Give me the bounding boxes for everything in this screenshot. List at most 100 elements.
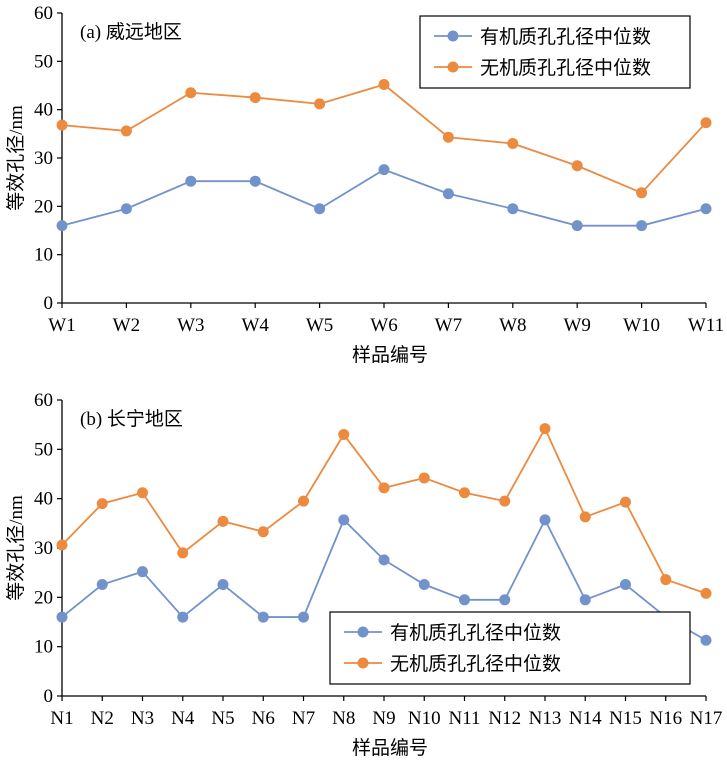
- data-point-2: [539, 423, 551, 435]
- y-tick-label: 30: [34, 538, 53, 559]
- series-line-2: [61, 426, 707, 595]
- legend-swatch-marker: [357, 626, 369, 638]
- data-point-1: [539, 514, 551, 526]
- x-tick-label: N14: [569, 708, 602, 729]
- x-tick-label: N9: [372, 708, 395, 729]
- data-point-2: [571, 160, 583, 172]
- data-point-2: [636, 187, 648, 199]
- data-point-2: [298, 495, 309, 507]
- data-point-1: [56, 220, 68, 232]
- data-point-2: [499, 495, 511, 507]
- x-tick-label: W8: [499, 315, 526, 336]
- panel-title: (b) 长宁地区: [80, 408, 183, 430]
- data-point-1: [185, 175, 197, 187]
- x-tick-label: N13: [529, 708, 562, 729]
- data-point-2: [442, 131, 454, 143]
- y-tick-label: 20: [34, 587, 53, 608]
- y-tick-label: 0: [44, 293, 54, 314]
- x-tick-label: W5: [306, 315, 333, 336]
- y-tick-label: 60: [34, 3, 53, 24]
- x-tick-label: W1: [48, 315, 75, 336]
- data-point-1: [636, 220, 648, 232]
- data-point-2: [338, 429, 350, 441]
- legend-box: [329, 611, 691, 685]
- x-tick-label: N2: [91, 708, 114, 729]
- x-tick-label: N7: [292, 708, 315, 729]
- data-point-2: [56, 539, 68, 551]
- data-point-2: [257, 526, 269, 538]
- panel-title: (a) 威远地区: [80, 21, 182, 43]
- x-tick-label: N11: [448, 708, 480, 729]
- data-point-1: [137, 566, 148, 578]
- data-point-1: [507, 203, 519, 215]
- data-point-1: [579, 594, 591, 606]
- data-point-2: [314, 98, 326, 110]
- data-point-2: [620, 496, 631, 508]
- y-tick-label: 20: [34, 196, 53, 217]
- data-point-1: [177, 611, 189, 623]
- y-tick-label: 0: [44, 686, 54, 707]
- y-axis-title: 等效孔径/nm: [5, 495, 27, 601]
- x-tick-label: W2: [113, 315, 140, 336]
- data-point-2: [378, 482, 390, 494]
- y-tick-label: 30: [34, 148, 53, 169]
- data-point-2: [579, 511, 591, 523]
- data-point-2: [418, 472, 430, 484]
- data-point-2: [700, 117, 712, 129]
- series-line-2: [61, 83, 707, 194]
- data-point-2: [700, 587, 712, 599]
- x-tick-label: N10: [408, 708, 441, 729]
- x-axis-title: 样品编号: [352, 737, 428, 759]
- y-tick-label: 50: [34, 51, 53, 72]
- data-point-1: [96, 579, 108, 591]
- series-line-1: [61, 168, 707, 227]
- x-axis-title: 样品编号: [352, 344, 428, 366]
- x-tick-label: N8: [332, 708, 355, 729]
- x-tick-label: N1: [50, 708, 73, 729]
- legend-swatch-marker: [357, 657, 369, 669]
- data-point-2: [56, 119, 68, 131]
- x-tick-label: N17: [690, 708, 723, 729]
- data-point-2: [120, 125, 132, 137]
- data-point-2: [137, 487, 148, 499]
- data-point-1: [120, 203, 132, 215]
- y-tick-label: 40: [34, 489, 53, 510]
- data-point-1: [314, 203, 326, 215]
- data-point-1: [257, 611, 269, 623]
- x-tick-label: N12: [488, 708, 521, 729]
- x-tick-label: N5: [211, 708, 234, 729]
- data-point-1: [700, 634, 712, 646]
- data-point-1: [620, 579, 631, 591]
- x-tick-label: W10: [623, 315, 660, 336]
- y-tick-label: 50: [34, 439, 53, 460]
- data-point-1: [56, 611, 68, 623]
- y-tick-label: 10: [34, 245, 53, 266]
- legend-label: 有机质孔孔径中位数: [390, 622, 561, 644]
- y-tick-label: 10: [34, 637, 53, 658]
- data-point-2: [249, 92, 261, 104]
- x-tick-label: N15: [609, 708, 642, 729]
- y-tick-label: 40: [34, 100, 53, 121]
- data-point-1: [298, 611, 309, 623]
- x-tick-label: W7: [435, 315, 462, 336]
- x-tick-label: N6: [252, 708, 275, 729]
- data-point-1: [442, 188, 454, 200]
- data-point-2: [378, 79, 390, 91]
- x-tick-label: W3: [177, 315, 204, 336]
- data-point-1: [499, 594, 511, 606]
- data-point-2: [185, 87, 197, 99]
- data-point-1: [378, 554, 390, 566]
- x-tick-label: N16: [649, 708, 682, 729]
- data-point-2: [660, 574, 672, 586]
- x-tick-label: W9: [563, 315, 590, 336]
- data-point-1: [700, 203, 712, 215]
- legend-swatch-marker: [447, 30, 459, 42]
- data-point-1: [459, 594, 470, 606]
- data-point-2: [96, 498, 108, 510]
- legend-label: 无机质孔孔径中位数: [480, 57, 651, 79]
- x-tick-label: W11: [688, 315, 724, 336]
- legend-label: 有机质孔孔径中位数: [480, 26, 651, 48]
- data-point-1: [378, 164, 390, 176]
- data-point-2: [507, 138, 519, 149]
